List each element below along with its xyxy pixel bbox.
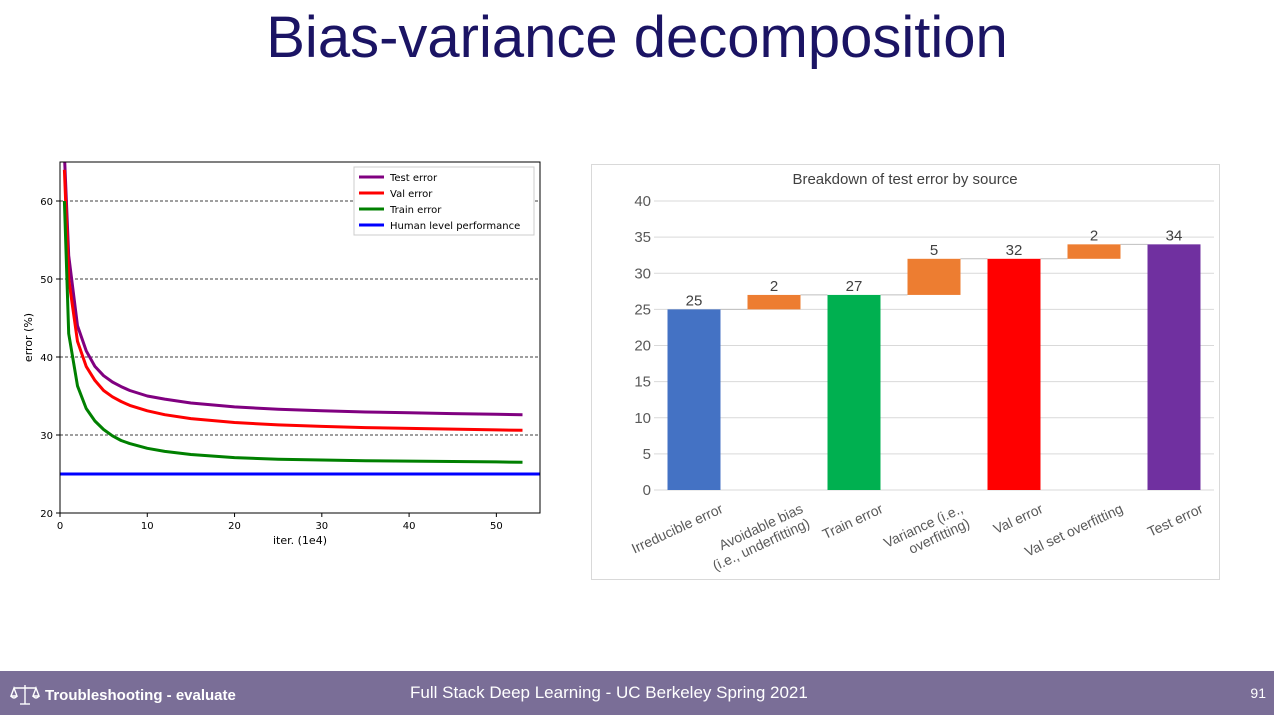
waterfall-chart: Breakdown of test error by source 0 5 10 15… [591,164,1220,580]
series-line-val-error [62,169,523,432]
line-chart: 20 30 40 50 60 0 10 20 30 40 50 Test error Val erro… [22,161,541,547]
y-tick-label: 60 [40,197,53,208]
line-chart-legend: Test error Val error Train error Human leve… [353,166,535,236]
footer-section: Troubleshooting - evaluate [10,683,236,707]
y-tick-label: 5 [643,446,651,463]
y-tick-label: 20 [40,509,53,520]
footer-bar: Troubleshooting - evaluate Full Stack De… [0,671,1274,715]
series-line-train-error [62,200,523,464]
x-tick-label: 40 [403,521,416,532]
x-tick-label: 0 [57,521,63,532]
bar-val-error [987,258,1041,490]
legend-label: Val error [390,189,433,200]
legend-label: Train error [389,205,442,216]
x-tick-label: 20 [228,521,241,532]
line-chart-frame [59,161,541,514]
footer-course: Full Stack Deep Learning - UC Berkeley S… [410,683,808,702]
data-label: 5 [930,242,938,259]
y-tick-label: 15 [634,374,651,391]
line-chart-grid [60,200,540,436]
page-number: 91 [1250,685,1266,701]
y-tick-label: 40 [40,353,53,364]
data-label: 27 [846,278,863,295]
waterfall-chart-title: Breakdown of test error by source [792,171,1017,188]
line-chart-ylabel: error (%) [22,313,35,362]
bar-val-set-overfitting [1067,244,1121,259]
y-tick-label: 30 [40,431,53,442]
data-label: 34 [1166,227,1183,244]
data-label: 2 [1090,227,1098,244]
y-tick-label: 20 [634,338,651,355]
waterfall-chart-bars [667,243,1201,490]
y-tick-label: 0 [643,482,651,499]
bar-variance-i-e-overfitting- [907,258,961,295]
data-label: 25 [686,292,703,309]
line-chart-ticks: 20 30 40 50 60 0 10 20 30 40 50 [40,197,502,532]
y-tick-label: 40 [634,193,651,210]
bar-irreducible-error [667,309,721,490]
x-tick-label: 50 [490,521,503,532]
bar-train-error [827,294,881,490]
line-chart-xlabel: iter. (1e4) [273,534,327,547]
bar-avoidable-bias-i-e-underfitting- [747,294,801,310]
y-tick-label: 50 [40,275,53,286]
data-label: 2 [770,278,778,295]
y-tick-label: 30 [634,265,651,282]
y-tick-label: 10 [634,410,651,427]
y-tick-label: 35 [634,229,651,246]
legend-label: Test error [389,173,438,184]
footer-section-label: Troubleshooting - evaluate [45,686,236,704]
scales-icon [10,685,40,705]
y-tick-label: 25 [634,301,651,318]
legend-label: Human level performance [390,221,520,232]
page-title: Bias-variance decomposition [266,5,1008,70]
data-label: 32 [1006,242,1023,259]
series-line-test-error [63,162,523,417]
x-tick-label: 30 [315,521,328,532]
line-chart-series [60,162,540,476]
bar-test-error [1147,244,1201,490]
x-tick-label: 10 [141,521,154,532]
